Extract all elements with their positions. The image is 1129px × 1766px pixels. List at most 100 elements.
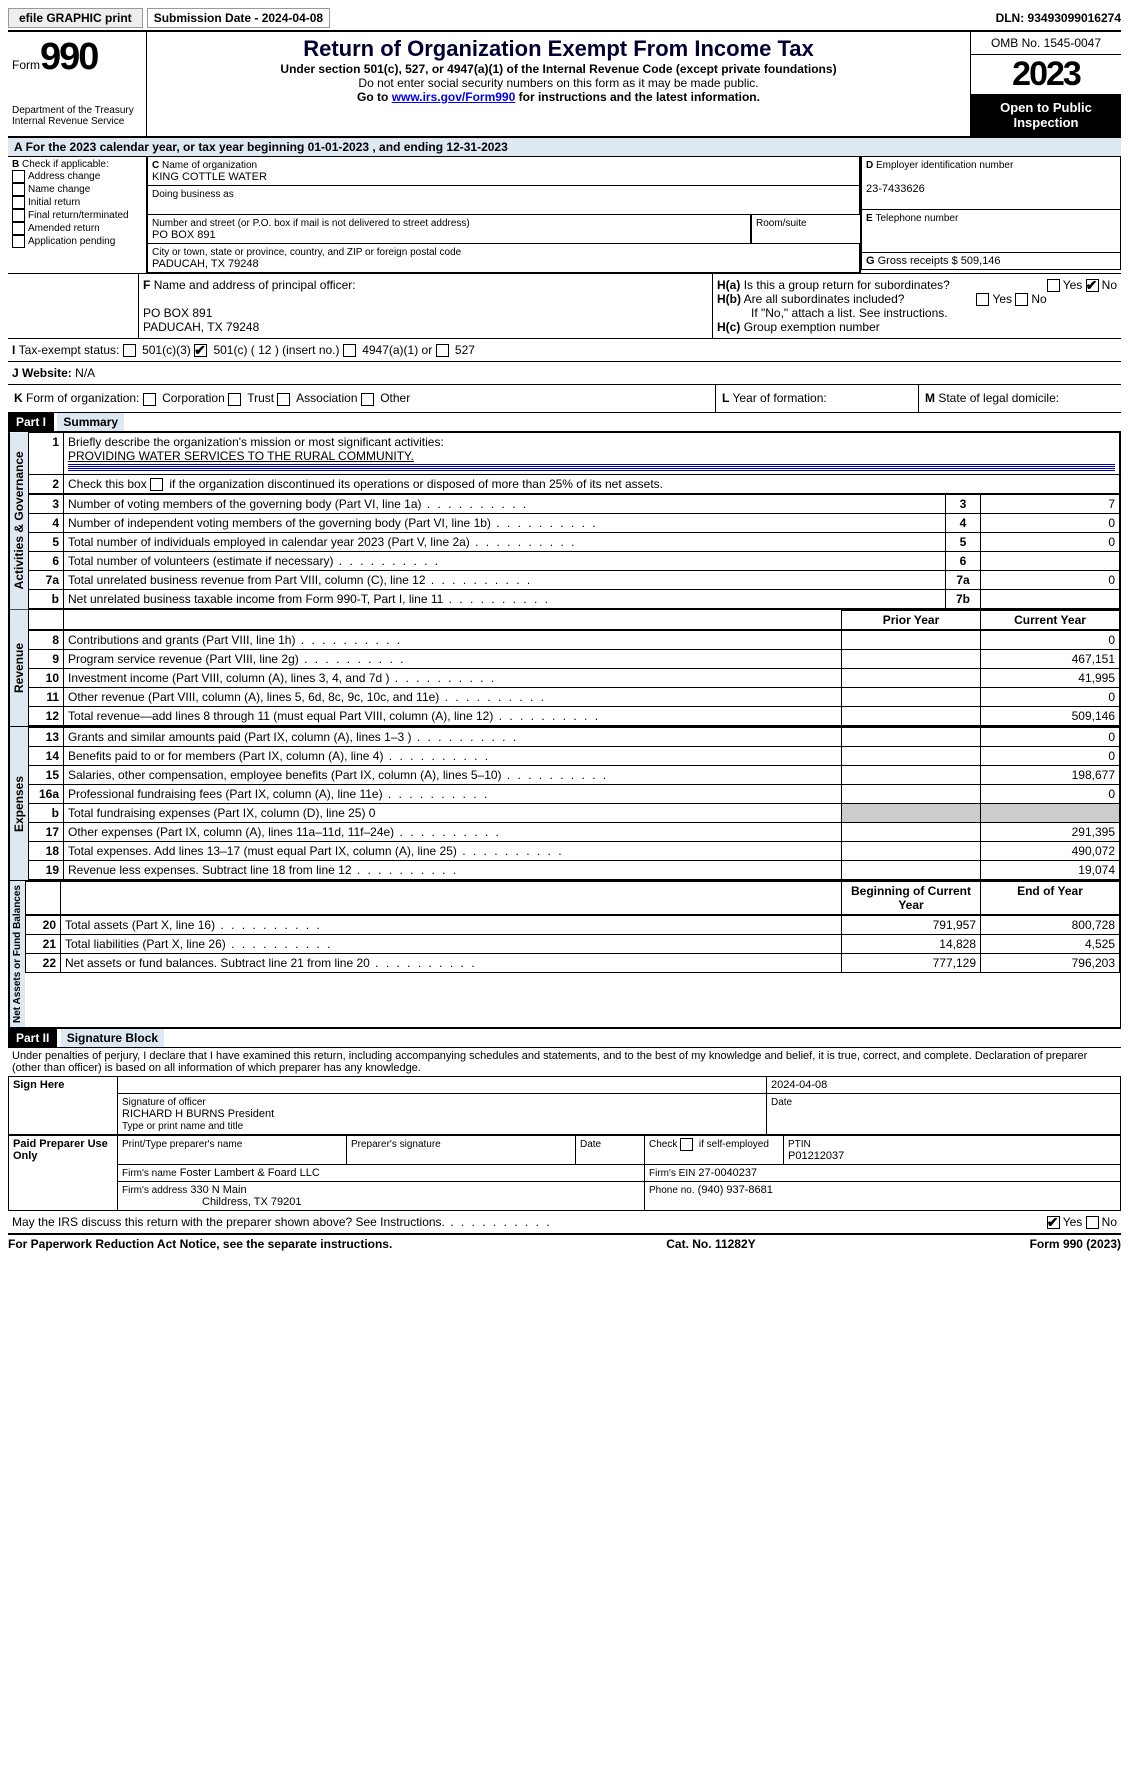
ha-lbl: Is this a group return for subordinates? [744, 278, 950, 292]
i-o1: 501(c)(3) [142, 343, 191, 357]
cb-trust[interactable] [228, 393, 241, 406]
ha-no: No [1102, 278, 1117, 292]
cb-4947[interactable] [343, 344, 356, 357]
i-o2: 501(c) ( 12 ) (insert no.) [213, 343, 339, 357]
cb-501c[interactable] [194, 344, 207, 357]
self-emp-lbl: Check if self-employed [649, 1139, 769, 1150]
cb-discuss-no[interactable] [1086, 1216, 1099, 1229]
cb-address-change[interactable] [12, 170, 25, 183]
irs-label: Internal Revenue Service [12, 116, 142, 127]
i-o4: 527 [455, 343, 475, 357]
cb-corp[interactable] [143, 393, 156, 406]
cb-hb-yes[interactable] [976, 293, 989, 306]
paid-preparer-table: Paid Preparer Use Only Print/Type prepar… [8, 1135, 1121, 1211]
hb-no: No [1031, 292, 1046, 306]
governance-block: Activities & Governance 1 Briefly descri… [8, 432, 1121, 610]
m-lbl: State of legal domicile: [938, 391, 1059, 405]
cb-discontinued[interactable] [150, 478, 163, 491]
col-curr: Current Year [981, 610, 1120, 629]
efile-print-button[interactable]: efile GRAPHIC print [8, 8, 143, 28]
subtitle-2: Do not enter social security numbers on … [151, 76, 966, 90]
k-o0: Corporation [162, 391, 225, 405]
firm-phone: (940) 937-8681 [698, 1184, 773, 1196]
k-o2: Association [296, 391, 357, 405]
vtab-revenue: Revenue [9, 610, 28, 726]
cb-initial-return[interactable] [12, 196, 25, 209]
room-lbl: Room/suite [756, 218, 807, 229]
b-opt-5: Application pending [28, 236, 115, 247]
footer-center: Cat. No. 11282Y [666, 1237, 755, 1251]
section-bcdefg: B Check if applicable: Address change Na… [8, 157, 1121, 274]
cb-ha-no[interactable] [1086, 279, 1099, 292]
cb-discuss-yes[interactable] [1047, 1216, 1060, 1229]
goto-pre: Go to [357, 90, 392, 104]
cb-final-return[interactable] [12, 209, 25, 222]
cb-amended[interactable] [12, 222, 25, 235]
col-beg: Beginning of Current Year [842, 881, 981, 914]
discuss-yes: Yes [1063, 1215, 1083, 1229]
cb-self-employed[interactable] [680, 1138, 693, 1151]
ein-val: 23-7433626 [866, 183, 925, 195]
omb-number: OMB No. 1545-0047 [971, 32, 1121, 55]
b-opt-4: Amended return [28, 223, 100, 234]
section-j: J Website: N/A [8, 362, 1121, 385]
c-name-lbl: Name of organization [162, 160, 257, 171]
cb-ha-yes[interactable] [1047, 279, 1060, 292]
revenue-block: Revenue Prior Year Current Year 8Contrib… [8, 610, 1121, 727]
cb-527[interactable] [436, 344, 449, 357]
street-lbl: Number and street (or P.O. box if mail i… [152, 218, 470, 229]
form-number: 990 [40, 36, 97, 78]
cb-assoc[interactable] [277, 393, 290, 406]
hb2-lbl: If "No," attach a list. See instructions… [751, 306, 948, 320]
cb-app-pending[interactable] [12, 235, 25, 248]
cb-name-change[interactable] [12, 183, 25, 196]
part-2-header: Part II Signature Block [8, 1028, 1121, 1048]
discuss-no: No [1102, 1215, 1117, 1229]
l-lbl: Year of formation: [732, 391, 826, 405]
k-o1: Trust [247, 391, 274, 405]
cb-501c3[interactable] [123, 344, 136, 357]
dba-lbl: Doing business as [152, 189, 234, 200]
part2-num: Part II [8, 1029, 57, 1047]
firm-addr-lbl: Firm's address [122, 1185, 187, 1196]
b-opt-3: Final return/terminated [28, 210, 129, 221]
ptin-val: P01212037 [788, 1150, 844, 1162]
l2-text: Check this box if the organization disco… [68, 477, 663, 491]
col-prior: Prior Year [842, 610, 981, 629]
officer-l2: PADUCAH, TX 79248 [143, 320, 259, 334]
cb-hb-no[interactable] [1015, 293, 1028, 306]
b-opt-2: Initial return [28, 197, 80, 208]
hc-lbl: Group exemption number [744, 320, 880, 334]
b-opt-0: Address change [28, 171, 100, 182]
prep-name-lbl: Print/Type preparer's name [122, 1139, 242, 1150]
gross-lbl: Gross receipts $ [878, 255, 958, 267]
perjury-declaration: Under penalties of perjury, I declare th… [8, 1048, 1121, 1076]
vtab-net: Net Assets or Fund Balances [9, 881, 25, 1027]
sign-date: 2024-04-08 [771, 1079, 827, 1091]
tax-year-text: For the 2023 calendar year, or tax year … [26, 140, 508, 154]
gross-val: 509,146 [961, 255, 1001, 267]
part1-title: Summary [57, 413, 124, 431]
firm-name: Foster Lambert & Foard LLC [180, 1167, 320, 1179]
footer-left: For Paperwork Reduction Act Notice, see … [8, 1237, 392, 1251]
dln: DLN: 93493099016274 [996, 11, 1121, 25]
j-lbl: Website: [22, 366, 72, 380]
subtitle-1: Under section 501(c), 527, or 4947(a)(1)… [151, 62, 966, 76]
part2-title: Signature Block [61, 1029, 164, 1047]
discuss-text: May the IRS discuss this return with the… [12, 1215, 445, 1229]
firm-addr2: Childress, TX 79201 [202, 1196, 301, 1208]
col-end: End of Year [981, 881, 1120, 914]
dept-treasury: Department of the Treasury [12, 105, 142, 116]
prep-sig-lbl: Preparer's signature [351, 1139, 441, 1150]
irs-link[interactable]: www.irs.gov/Form990 [392, 90, 516, 104]
firm-name-lbl: Firm's name [122, 1168, 177, 1179]
date-lbl: Date [771, 1097, 792, 1108]
vtab-governance: Activities & Governance [9, 432, 28, 609]
sig-officer-lbl: Signature of officer [122, 1097, 206, 1108]
form-header: Form990 Department of the Treasury Inter… [8, 32, 1121, 138]
i-o3: 4947(a)(1) or [362, 343, 432, 357]
section-i: I Tax-exempt status: 501(c)(3) 501(c) ( … [8, 339, 1121, 362]
hb-lbl: Are all subordinates included? [744, 292, 905, 306]
cb-other[interactable] [361, 393, 374, 406]
hb-yes: Yes [992, 292, 1012, 306]
